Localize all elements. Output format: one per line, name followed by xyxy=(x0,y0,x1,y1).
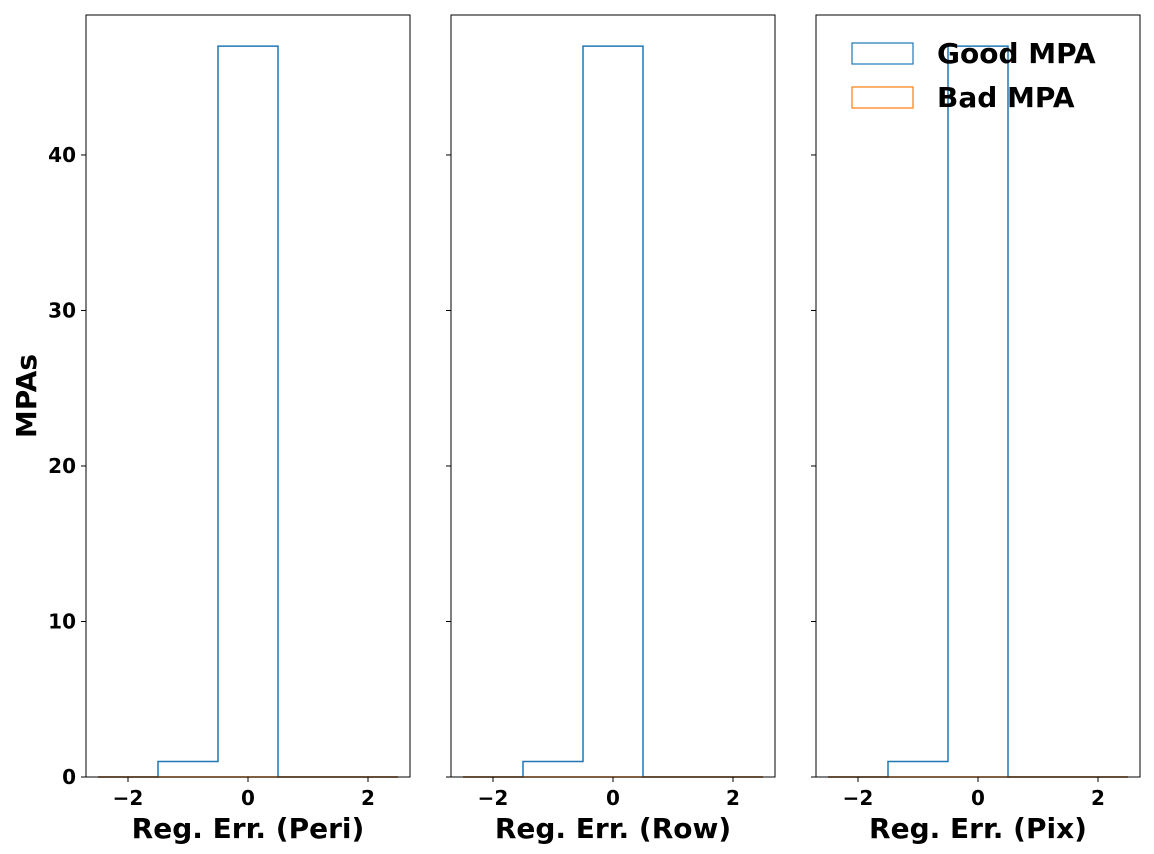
y-tick-label: 0 xyxy=(62,765,76,789)
x-tick-label: 0 xyxy=(606,786,620,810)
y-axis-label: MPAs xyxy=(10,354,43,438)
histogram-series-good-mpa xyxy=(463,45,763,778)
legend: Good MPA Bad MPA xyxy=(851,37,1096,114)
axes-frame xyxy=(450,14,776,778)
axes-frame xyxy=(815,14,1141,778)
x-tick-label: 0 xyxy=(971,786,985,810)
x-tick-label: −2 xyxy=(478,786,509,810)
y-tick-label: 20 xyxy=(48,454,76,478)
histogram-series-good-mpa xyxy=(98,45,398,778)
x-tick-label: −2 xyxy=(113,786,144,810)
legend-label: Good MPA xyxy=(937,37,1096,70)
legend-swatch xyxy=(851,86,914,109)
x-axis-label: Reg. Err. (Peri) xyxy=(132,812,365,845)
x-tick-label: 2 xyxy=(361,786,375,810)
y-tick-label: 40 xyxy=(48,143,76,167)
legend-label: Bad MPA xyxy=(937,81,1075,114)
x-tick-label: −2 xyxy=(843,786,874,810)
legend-swatch xyxy=(851,42,914,65)
x-tick-label: 2 xyxy=(726,786,740,810)
y-tick-label: 10 xyxy=(48,609,76,633)
x-tick-label: 2 xyxy=(1091,786,1105,810)
axes-frame xyxy=(85,14,411,778)
x-axis-label: Reg. Err. (Row) xyxy=(495,812,731,845)
y-tick-label: 30 xyxy=(48,298,76,322)
histogram-series-good-mpa xyxy=(828,45,1128,778)
x-axis-label: Reg. Err. (Pix) xyxy=(869,812,1087,845)
x-tick-label: 0 xyxy=(241,786,255,810)
